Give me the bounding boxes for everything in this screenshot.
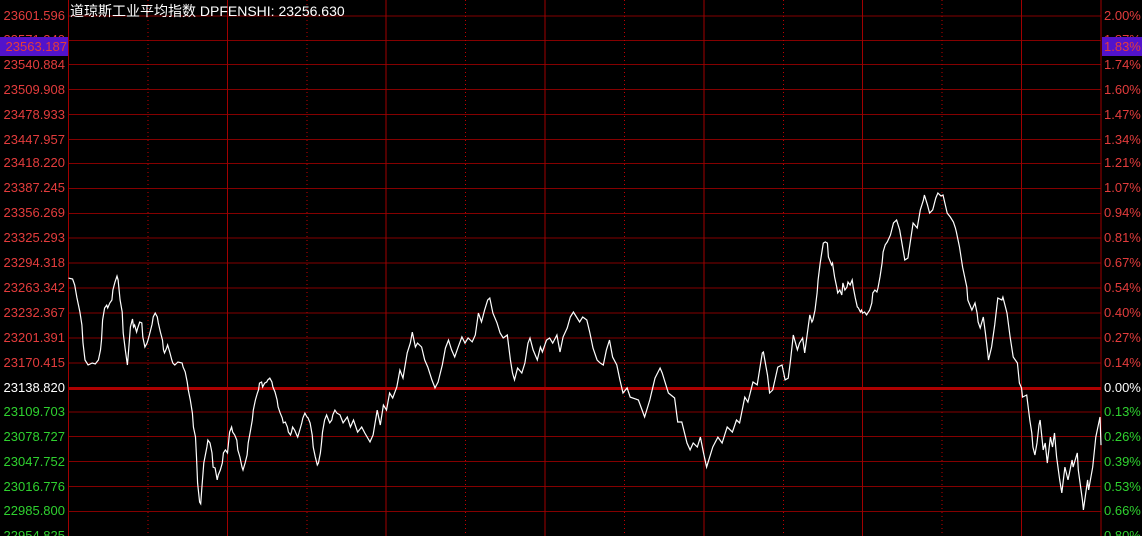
price-axis-label: 23418.220 (3, 155, 65, 171)
percent-axis-label: 1.21% (1104, 155, 1141, 171)
price-axis-label: 23601.596 (3, 7, 65, 23)
percent-axis-label: 0.39% (1104, 453, 1141, 469)
high-percent-highlight: 1.83% (1102, 37, 1142, 57)
percent-axis-label: 0.67% (1104, 255, 1141, 271)
chart-title: 道琼斯工业平均指数 DPFENSHI: 23256.630 (70, 1, 345, 21)
price-axis-label: 23047.752 (3, 453, 65, 469)
percent-axis-label: 0.00% (1104, 380, 1141, 396)
percent-axis-label: 0.14% (1104, 354, 1141, 370)
percent-axis-label: 1.07% (1104, 180, 1141, 196)
percent-axis-label: 1.47% (1104, 106, 1141, 122)
percent-axis-label: 0.26% (1104, 428, 1141, 444)
price-axis-label: 23478.933 (3, 106, 65, 122)
percent-axis-label: 0.53% (1104, 478, 1141, 494)
price-axis-label: 22954.825 (3, 528, 65, 536)
price-axis-label: 23325.293 (3, 230, 65, 246)
percent-axis-label: 0.13% (1104, 403, 1141, 419)
percent-axis-label: 0.40% (1104, 305, 1141, 321)
price-axis-label: 23356.269 (3, 205, 65, 221)
price-axis-label: 23387.245 (3, 180, 65, 196)
price-axis-label: 23540.884 (3, 56, 65, 72)
price-axis-label: 23294.318 (3, 255, 65, 271)
price-axis-label: 23078.727 (3, 428, 65, 444)
price-axis-label: 23016.776 (3, 478, 65, 494)
high-price-highlight: 23563.187 (0, 37, 68, 57)
series-code-label: DPFENSHI: 23256.630 (199, 3, 345, 19)
percent-axis-label: 0.81% (1104, 230, 1141, 246)
percent-axis-label: 0.54% (1104, 280, 1141, 296)
percent-axis-label: 0.80% (1104, 528, 1141, 536)
percent-axis-label: 0.27% (1104, 330, 1141, 346)
left-price-axis: 23601.59623571.24023540.88423509.9082347… (0, 0, 66, 536)
instrument-name: 道琼斯工业平均指数 (70, 3, 196, 19)
price-line (68, 191, 1102, 510)
price-axis-label: 23263.342 (3, 280, 65, 296)
percent-axis-label: 2.00% (1104, 7, 1141, 23)
price-axis-label: 23447.957 (3, 131, 65, 147)
price-axis-label: 23138.820 (3, 380, 65, 396)
percent-axis-label: 0.94% (1104, 205, 1141, 221)
price-axis-label: 23201.391 (3, 330, 65, 346)
right-percent-axis: 2.00%1.87%1.74%1.60%1.47%1.34%1.21%1.07%… (1104, 0, 1142, 536)
percent-axis-label: 0.66% (1104, 503, 1141, 519)
percent-axis-label: 1.74% (1104, 56, 1141, 72)
percent-axis-label: 1.60% (1104, 81, 1141, 97)
price-axis-label: 23232.367 (3, 305, 65, 321)
price-axis-label: 22985.800 (3, 503, 65, 519)
price-axis-label: 23109.703 (3, 403, 65, 419)
percent-axis-label: 1.34% (1104, 131, 1141, 147)
price-axis-label: 23509.908 (3, 81, 65, 97)
price-axis-label: 23170.415 (3, 354, 65, 370)
